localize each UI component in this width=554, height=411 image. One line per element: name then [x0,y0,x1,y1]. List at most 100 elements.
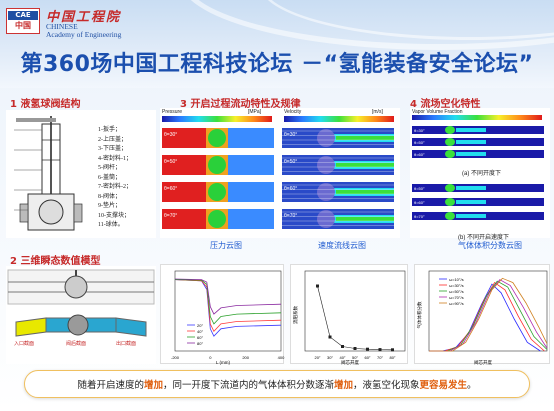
series-line [317,285,393,351]
tick-label: 400 [278,355,285,360]
vapor-legend-label: Vapor Volume Fraction [412,109,463,115]
y-axis-label: 流阻系数 [292,306,299,324]
valve-part-item: 8-阀体； [98,193,121,200]
velocity-contour: θ=50° [282,155,394,175]
cavitation-strip: θ=60° [412,150,544,158]
contour-grid: θ=30° θ=30° θ=50° θ=50° θ=60° θ=60° θ=70° θ=70° [162,128,394,229]
caption-gas-fraction: 气体体积分数云图 [458,241,522,250]
valve-part-item: 1-扳手； [98,127,121,133]
tick-label: -200 [171,355,180,360]
cavitation-grid: θ=30° θ=50° θ=60° θ=50° θ=60° θ=70° [412,126,544,220]
series-line [174,279,282,337]
model-drawing [7,269,155,337]
legend-label: ω=10°/s [449,277,464,282]
data-point [341,345,344,348]
velocity-contour: θ=60° [282,182,394,202]
header-banner: CAE 中国 中国工程院 CHINESE Academy of Engineer… [0,0,554,88]
x-axis-label: 阀芯开度 [341,359,359,365]
valve-part-item: 11-球体。 [98,222,124,228]
tick-label: 70° [377,355,383,360]
data-point [391,348,394,352]
section-title-flow: 3 开启过程流动特性及规律 [180,99,301,110]
valve-part-item: 3-下压盖； [98,146,127,152]
label-outlet: 出口截面 [116,341,137,347]
valve-drawing [14,116,83,231]
data-point [316,284,319,288]
tick-label: 50° [352,355,358,360]
data-point [353,347,357,350]
pressure-contour: θ=60° [162,182,274,202]
y-axis-label: 气体体积分数 [416,301,423,328]
series-line [429,280,548,352]
x-axis-label: 阀芯开度 [474,359,492,365]
series-line [429,279,548,352]
pressure-colorbar [162,116,272,122]
label-valve-section: 阀后截面 [66,341,87,347]
valve-part-item: 5-阀杆； [98,165,121,171]
pressure-contour: θ=50° [162,155,274,175]
angle-label: θ=30° [414,128,425,133]
velocity-colorbar [284,116,394,122]
model-panel: 入口截面 阀后截面 出口截面 [6,266,156,364]
velocity-contour: θ=30° [282,128,394,148]
section-title-model: 2 三维瞬态数值模型 [10,256,101,267]
valve-part-item: 7-密封料-2； [98,184,132,190]
caption-pressure: 压力云图 [210,241,242,250]
pressure-chart-panel: -200 0 200 400 L (mm) 20° 40° 60° 80° [160,264,285,365]
cavitation-strip: θ=60° [412,198,544,206]
cavitation-panel: Vapor Volume Fraction θ=30° θ=50° θ=60° θ=5… [410,108,550,241]
legend-label: ω=90°/s [449,301,464,306]
pressure-contour: θ=70° [162,209,274,229]
tick-label: 60° [364,355,370,360]
legend-label: ω=50°/s [449,289,464,294]
valve-parts-list: 1-扳手； 2-上压盖； 3-下压盖； 4-密封料-1； 5-阀杆； 6-盖筒； 7-密封料… [98,126,132,231]
velocity-legend-label: Velocity [284,109,302,115]
cavitation-strip: θ=70° [412,212,544,220]
series-line [174,279,282,325]
legend-label: 80° [197,341,203,346]
series-line [174,278,282,315]
legend-label: ω=70°/s [449,295,464,300]
tick-label: 80° [389,355,395,360]
pressure-legend-label: Pressure [162,109,183,115]
subcaption-a: (a) 不同开度下 [462,171,502,177]
pressure-chart: -200 0 200 400 L (mm) 20°40°60°80° [171,270,285,365]
cavitation-strip: θ=30° [412,126,544,134]
vapor-colorbar [412,115,542,120]
angle-label: θ=50° [284,159,297,165]
data-point [328,335,332,339]
valve-structure-panel: 1-扳手； 2-上压盖； 3-下压盖； 4-密封料-1； 5-阀杆； 6-盖筒； 7-密封料… [6,110,156,238]
tick-label: 0 [209,355,212,360]
angle-label: θ=60° [414,152,425,157]
valve-part-item: 10-支撑块； [98,212,130,219]
series-line [429,277,548,352]
tick-label: 30° [327,355,333,360]
angle-label: θ=60° [164,186,177,192]
subcaption-b: (b) 不同开启速度下 [458,235,510,241]
section-title-valve: 1 液氢球阀结构 [10,99,81,110]
legend-label: 40° [197,329,203,334]
plot-frame [428,270,548,352]
section-title-cavitation: 4 流场空化特性 [410,99,481,110]
angle-label: θ=30° [164,132,177,138]
valve-part-item: 9-垫片； [98,203,121,209]
resistance-chart: 20° 30° 40° 50° 60° 70° 80° 阀芯开度 流阻系数 [292,270,406,366]
resistance-chart-panel: 20° 30° 40° 50° 60° 70° 80° 阀芯开度 流阻系数 [290,264,408,366]
series-line [429,282,545,352]
pressure-contour: θ=30° [162,128,274,148]
legend-label: ω=30°/s [449,283,464,288]
valve-part-item: 6-盖筒； [98,174,121,181]
angle-label: θ=60° [414,200,425,205]
tick-label: 20° [314,355,320,360]
label-inlet: 入口截面 [14,341,35,347]
valve-part-item: 2-上压盖； [98,136,127,143]
angle-label: θ=60° [284,186,297,192]
angle-label: θ=70° [284,213,297,219]
angle-label: θ=30° [284,132,297,138]
caption-velocity: 速度流线云图 [318,241,366,250]
cavitation-strip: θ=50° [412,184,544,192]
x-axis-label: L (mm) [216,360,231,365]
gasfraction-chart-panel: 阀芯开度 气体体积分数 ω=10°/s ω=30°/s ω=50°/s ω=70°/s ω=… [414,264,550,366]
velocity-unit: [m/s] [372,109,383,115]
